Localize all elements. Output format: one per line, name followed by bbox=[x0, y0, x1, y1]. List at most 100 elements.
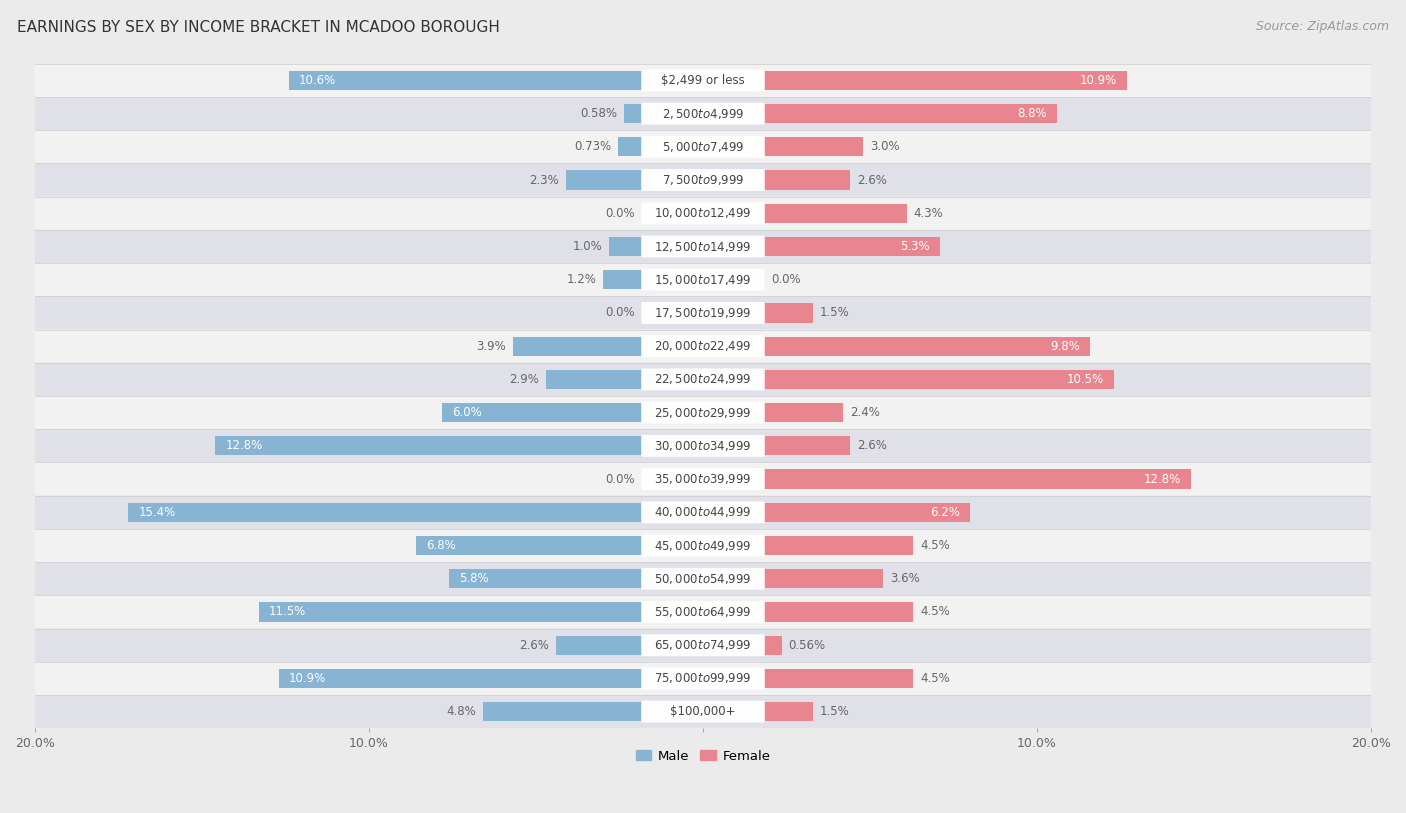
Text: 9.8%: 9.8% bbox=[1050, 340, 1080, 353]
Text: 6.0%: 6.0% bbox=[453, 406, 482, 420]
Text: 10.9%: 10.9% bbox=[288, 672, 326, 685]
Text: 8.8%: 8.8% bbox=[1018, 107, 1047, 120]
Bar bbox=[763, 237, 941, 256]
Text: 6.2%: 6.2% bbox=[931, 506, 960, 519]
Text: $25,000 to $29,999: $25,000 to $29,999 bbox=[654, 406, 752, 420]
FancyBboxPatch shape bbox=[35, 130, 1371, 163]
Bar bbox=[763, 669, 914, 688]
Text: 0.58%: 0.58% bbox=[579, 107, 617, 120]
Text: 1.5%: 1.5% bbox=[820, 307, 849, 320]
Bar bbox=[763, 104, 1057, 124]
FancyBboxPatch shape bbox=[35, 496, 1371, 529]
Text: 0.73%: 0.73% bbox=[575, 141, 612, 154]
Text: 2.9%: 2.9% bbox=[509, 373, 540, 386]
FancyBboxPatch shape bbox=[35, 230, 1371, 263]
Text: $12,500 to $14,999: $12,500 to $14,999 bbox=[654, 240, 752, 254]
Text: 4.5%: 4.5% bbox=[920, 539, 950, 552]
Text: $35,000 to $39,999: $35,000 to $39,999 bbox=[654, 472, 752, 486]
Text: 4.5%: 4.5% bbox=[920, 606, 950, 619]
Bar bbox=[763, 171, 851, 189]
FancyBboxPatch shape bbox=[641, 701, 765, 723]
FancyBboxPatch shape bbox=[35, 529, 1371, 562]
Text: $22,500 to $24,999: $22,500 to $24,999 bbox=[654, 372, 752, 386]
Bar bbox=[763, 536, 914, 555]
FancyBboxPatch shape bbox=[641, 502, 765, 524]
Bar bbox=[443, 403, 643, 422]
Bar bbox=[609, 237, 643, 256]
FancyBboxPatch shape bbox=[641, 102, 765, 124]
Bar bbox=[763, 602, 914, 622]
FancyBboxPatch shape bbox=[35, 97, 1371, 130]
Bar bbox=[763, 137, 863, 156]
Text: 10.9%: 10.9% bbox=[1080, 74, 1118, 87]
Bar bbox=[603, 270, 643, 289]
FancyBboxPatch shape bbox=[35, 63, 1371, 97]
FancyBboxPatch shape bbox=[641, 136, 765, 158]
Text: $75,000 to $99,999: $75,000 to $99,999 bbox=[654, 672, 752, 685]
FancyBboxPatch shape bbox=[641, 435, 765, 457]
Bar bbox=[763, 469, 1191, 489]
FancyBboxPatch shape bbox=[641, 202, 765, 224]
FancyBboxPatch shape bbox=[35, 429, 1371, 463]
Text: 2.6%: 2.6% bbox=[856, 173, 887, 186]
Text: 10.6%: 10.6% bbox=[299, 74, 336, 87]
Text: $15,000 to $17,499: $15,000 to $17,499 bbox=[654, 272, 752, 287]
FancyBboxPatch shape bbox=[641, 368, 765, 390]
Legend: Male, Female: Male, Female bbox=[630, 745, 776, 768]
Bar bbox=[259, 602, 643, 622]
Text: 3.0%: 3.0% bbox=[870, 141, 900, 154]
FancyBboxPatch shape bbox=[35, 329, 1371, 363]
FancyBboxPatch shape bbox=[35, 197, 1371, 230]
Bar bbox=[567, 171, 643, 189]
Text: $45,000 to $49,999: $45,000 to $49,999 bbox=[654, 538, 752, 553]
Bar bbox=[619, 137, 643, 156]
Text: 4.5%: 4.5% bbox=[920, 672, 950, 685]
Bar bbox=[763, 502, 970, 522]
Text: 0.0%: 0.0% bbox=[605, 307, 634, 320]
Text: 0.56%: 0.56% bbox=[789, 639, 825, 652]
Text: $20,000 to $22,499: $20,000 to $22,499 bbox=[654, 339, 752, 353]
Text: Source: ZipAtlas.com: Source: ZipAtlas.com bbox=[1256, 20, 1389, 33]
FancyBboxPatch shape bbox=[35, 297, 1371, 329]
FancyBboxPatch shape bbox=[641, 567, 765, 589]
Text: $5,000 to $7,499: $5,000 to $7,499 bbox=[662, 140, 744, 154]
Bar bbox=[763, 636, 782, 654]
FancyBboxPatch shape bbox=[35, 163, 1371, 197]
Bar bbox=[128, 502, 643, 522]
FancyBboxPatch shape bbox=[641, 269, 765, 291]
Text: 2.3%: 2.3% bbox=[530, 173, 560, 186]
Text: $65,000 to $74,999: $65,000 to $74,999 bbox=[654, 638, 752, 652]
Bar bbox=[215, 437, 643, 455]
Text: EARNINGS BY SEX BY INCOME BRACKET IN MCADOO BOROUGH: EARNINGS BY SEX BY INCOME BRACKET IN MCA… bbox=[17, 20, 499, 35]
Text: $40,000 to $44,999: $40,000 to $44,999 bbox=[654, 506, 752, 520]
FancyBboxPatch shape bbox=[641, 634, 765, 656]
FancyBboxPatch shape bbox=[641, 667, 765, 689]
Bar bbox=[763, 370, 1114, 389]
Bar bbox=[555, 636, 643, 654]
Text: $10,000 to $12,499: $10,000 to $12,499 bbox=[654, 207, 752, 220]
Text: $50,000 to $54,999: $50,000 to $54,999 bbox=[654, 572, 752, 585]
Text: 12.8%: 12.8% bbox=[225, 439, 263, 452]
Text: 5.8%: 5.8% bbox=[460, 572, 489, 585]
Text: 0.0%: 0.0% bbox=[605, 207, 634, 220]
Bar bbox=[482, 702, 643, 721]
Text: 3.6%: 3.6% bbox=[890, 572, 920, 585]
Text: $2,500 to $4,999: $2,500 to $4,999 bbox=[662, 107, 744, 120]
Text: 4.8%: 4.8% bbox=[446, 705, 475, 718]
Bar bbox=[763, 71, 1128, 90]
Text: 2.4%: 2.4% bbox=[851, 406, 880, 420]
Bar bbox=[763, 403, 844, 422]
FancyBboxPatch shape bbox=[641, 169, 765, 191]
Text: 15.4%: 15.4% bbox=[138, 506, 176, 519]
FancyBboxPatch shape bbox=[35, 662, 1371, 695]
FancyBboxPatch shape bbox=[641, 601, 765, 623]
FancyBboxPatch shape bbox=[35, 263, 1371, 297]
Text: 11.5%: 11.5% bbox=[269, 606, 307, 619]
Text: 0.0%: 0.0% bbox=[772, 273, 801, 286]
Bar bbox=[763, 337, 1091, 356]
Text: 4.3%: 4.3% bbox=[914, 207, 943, 220]
FancyBboxPatch shape bbox=[641, 468, 765, 490]
FancyBboxPatch shape bbox=[641, 236, 765, 258]
Bar bbox=[513, 337, 643, 356]
FancyBboxPatch shape bbox=[641, 535, 765, 556]
